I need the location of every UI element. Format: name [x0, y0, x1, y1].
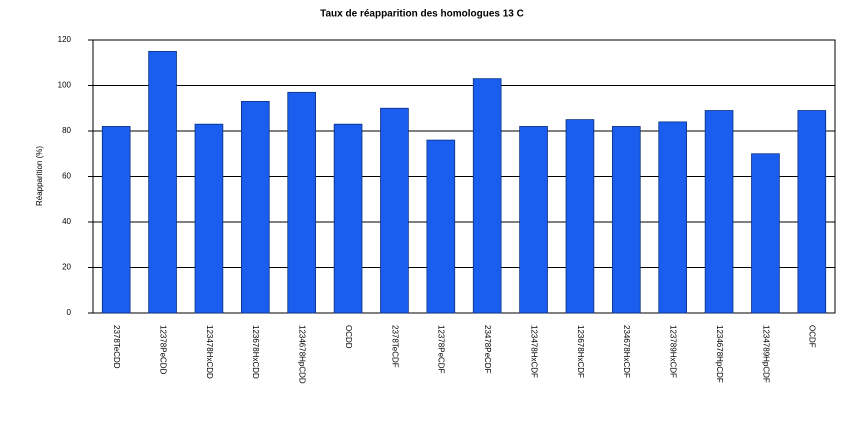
- x-tick-label: OCDD: [344, 325, 353, 349]
- y-tick-label: 100: [58, 81, 72, 90]
- y-tick-label: 40: [62, 217, 71, 226]
- x-tick-label: 123678HxCDF: [576, 325, 585, 378]
- x-tick-label: 123478HxCDD: [205, 325, 214, 379]
- y-tick-label: 20: [62, 263, 71, 272]
- x-tick-label: OCDF: [808, 325, 817, 348]
- x-tick-label: 123789HxCDF: [669, 325, 678, 378]
- bar: [287, 91, 316, 314]
- bar: [565, 119, 595, 314]
- x-tick-label: 2378TeCDF: [390, 325, 399, 368]
- bar: [426, 139, 456, 314]
- bar: [333, 123, 363, 314]
- x-tick-label: 12378PeCDD: [158, 325, 167, 375]
- bar: [797, 110, 827, 314]
- bar: [472, 78, 502, 314]
- x-tick-label: 2378TeCDD: [112, 325, 121, 369]
- bar: [380, 107, 409, 314]
- bar: [148, 50, 177, 314]
- x-tick-label: 12378PeCDF: [437, 325, 446, 374]
- x-tick-label: 234678HxCDF: [622, 325, 631, 378]
- bar: [101, 126, 131, 314]
- bar: [612, 126, 641, 314]
- x-tick-label: 1234678HpCDF: [715, 325, 724, 383]
- bar: [240, 101, 270, 314]
- x-tick-label: 23478PeCDF: [483, 325, 492, 374]
- bar: [658, 121, 688, 314]
- x-tick-label: 123478HxCDF: [529, 325, 538, 378]
- bar: [194, 123, 224, 314]
- chart-title: Taux de réapparition des homologues 13 C: [320, 9, 524, 20]
- y-tick-label: 0: [67, 308, 72, 317]
- x-tick-label: 1234789HpCDF: [761, 325, 770, 383]
- x-tick-label: 123678HxCDD: [251, 325, 260, 379]
- bar: [751, 153, 780, 314]
- bar: [519, 126, 548, 314]
- y-tick-label: 120: [58, 35, 72, 44]
- y-tick-label: 80: [62, 126, 71, 135]
- y-axis-label: Réapparition (%): [35, 146, 44, 206]
- y-tick-label: 60: [62, 172, 71, 181]
- bar: [704, 110, 734, 314]
- x-tick-label: 1234678HpCDD: [298, 325, 307, 384]
